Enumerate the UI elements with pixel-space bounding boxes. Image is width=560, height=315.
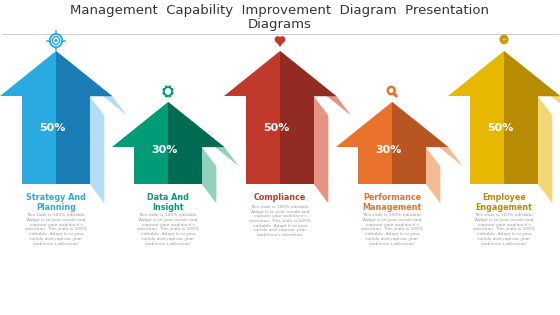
Text: Performance
Management: Performance Management xyxy=(362,193,422,212)
Text: 50%: 50% xyxy=(487,123,514,133)
Polygon shape xyxy=(280,96,314,184)
Polygon shape xyxy=(168,102,239,166)
Polygon shape xyxy=(314,96,328,203)
Polygon shape xyxy=(168,102,225,147)
Circle shape xyxy=(166,89,170,94)
Polygon shape xyxy=(280,51,351,115)
Polygon shape xyxy=(111,102,168,147)
Text: 50%: 50% xyxy=(263,123,290,133)
Polygon shape xyxy=(276,37,284,46)
Polygon shape xyxy=(392,147,426,184)
Text: 30%: 30% xyxy=(151,145,178,155)
Polygon shape xyxy=(335,102,392,147)
Text: This slide is 100% editable.
Adapt it to your needs and
capture your audience's
: This slide is 100% editable. Adapt it to… xyxy=(361,213,423,246)
Text: Compliance: Compliance xyxy=(254,193,306,202)
Polygon shape xyxy=(56,51,127,115)
Polygon shape xyxy=(246,96,280,184)
Polygon shape xyxy=(504,51,560,96)
Polygon shape xyxy=(426,147,440,203)
Text: This slide is 100% editable.
Adapt it to your needs and
capture your audience's
: This slide is 100% editable. Adapt it to… xyxy=(249,205,311,237)
Polygon shape xyxy=(202,147,216,203)
Polygon shape xyxy=(504,96,538,184)
Polygon shape xyxy=(392,102,449,147)
Text: Management  Capability  Improvement  Diagram  Presentation: Management Capability Improvement Diagra… xyxy=(71,4,489,17)
Circle shape xyxy=(55,40,57,42)
Polygon shape xyxy=(56,51,113,96)
Text: Strategy And
Planning: Strategy And Planning xyxy=(26,193,86,212)
Polygon shape xyxy=(538,96,552,203)
Polygon shape xyxy=(162,85,174,98)
Text: 30%: 30% xyxy=(375,145,402,155)
Polygon shape xyxy=(168,147,202,184)
Polygon shape xyxy=(56,96,90,184)
Text: Data And
Insight: Data And Insight xyxy=(147,193,189,212)
Polygon shape xyxy=(134,147,168,184)
Text: Employee
Engagement: Employee Engagement xyxy=(475,193,533,212)
Polygon shape xyxy=(22,96,56,184)
Text: This slide is 100% editable.
Adapt it to your needs and
capture your audience's
: This slide is 100% editable. Adapt it to… xyxy=(473,213,535,246)
Polygon shape xyxy=(90,96,104,203)
Text: This slide is 100% editable.
Adapt it to your needs and
capture your audience's
: This slide is 100% editable. Adapt it to… xyxy=(25,213,87,246)
Polygon shape xyxy=(504,51,560,115)
Polygon shape xyxy=(280,51,337,96)
Polygon shape xyxy=(392,102,463,166)
Polygon shape xyxy=(358,147,392,184)
Polygon shape xyxy=(447,51,504,96)
Polygon shape xyxy=(223,51,280,96)
Circle shape xyxy=(500,35,508,43)
Polygon shape xyxy=(0,51,56,96)
Text: Diagrams: Diagrams xyxy=(248,18,312,31)
Text: This slide is 100% editable.
Adapt it to your needs and
capture your audience's
: This slide is 100% editable. Adapt it to… xyxy=(137,213,199,246)
Polygon shape xyxy=(470,96,504,184)
Text: 50%: 50% xyxy=(39,123,66,133)
Polygon shape xyxy=(502,41,506,43)
